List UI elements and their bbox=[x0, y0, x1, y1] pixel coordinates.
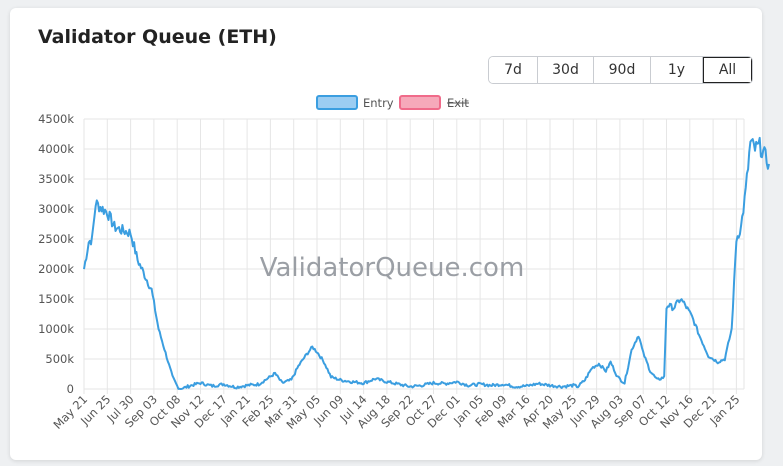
legend: Entry Exit bbox=[316, 95, 469, 110]
range-1y-button[interactable]: 1y bbox=[651, 57, 703, 83]
y-tick-label: 4500k bbox=[38, 112, 74, 126]
legend-entry-label[interactable]: Entry bbox=[363, 96, 394, 110]
y-tick-label: 4000k bbox=[38, 142, 74, 156]
chart-grid bbox=[83, 118, 745, 394]
range-all-button[interactable]: All bbox=[703, 57, 752, 83]
range-30d-button[interactable]: 30d bbox=[538, 57, 594, 83]
legend-entry-swatch[interactable] bbox=[316, 95, 358, 110]
series-layer bbox=[83, 136, 770, 390]
y-tick-label: 3000k bbox=[38, 202, 74, 216]
y-tick-label: 2000k bbox=[38, 262, 74, 276]
entry-series-line bbox=[83, 136, 770, 390]
range-7d-button[interactable]: 7d bbox=[489, 57, 538, 83]
chart-card: Validator Queue (ETH) 7d 30d 90d 1y All bbox=[10, 8, 762, 460]
y-tick-label: 500k bbox=[45, 352, 74, 366]
page-title: Validator Queue (ETH) bbox=[38, 26, 277, 48]
y-tick-label: 0 bbox=[67, 382, 74, 396]
range-90d-button[interactable]: 90d bbox=[594, 57, 651, 83]
y-axis: 0 500k 1000k 1500k 2000k 2500k 3000k 3500k 4000k… bbox=[38, 112, 74, 396]
y-tick-label: 1500k bbox=[38, 292, 74, 306]
range-selector: 7d 30d 90d 1y All bbox=[488, 56, 753, 84]
y-tick-label: 2500k bbox=[38, 232, 74, 246]
watermark-text: ValidatorQueue.com bbox=[260, 253, 525, 283]
legend-exit-swatch[interactable] bbox=[399, 95, 441, 110]
y-tick-label: 3500k bbox=[38, 172, 74, 186]
y-tick-label: 1000k bbox=[38, 322, 74, 336]
